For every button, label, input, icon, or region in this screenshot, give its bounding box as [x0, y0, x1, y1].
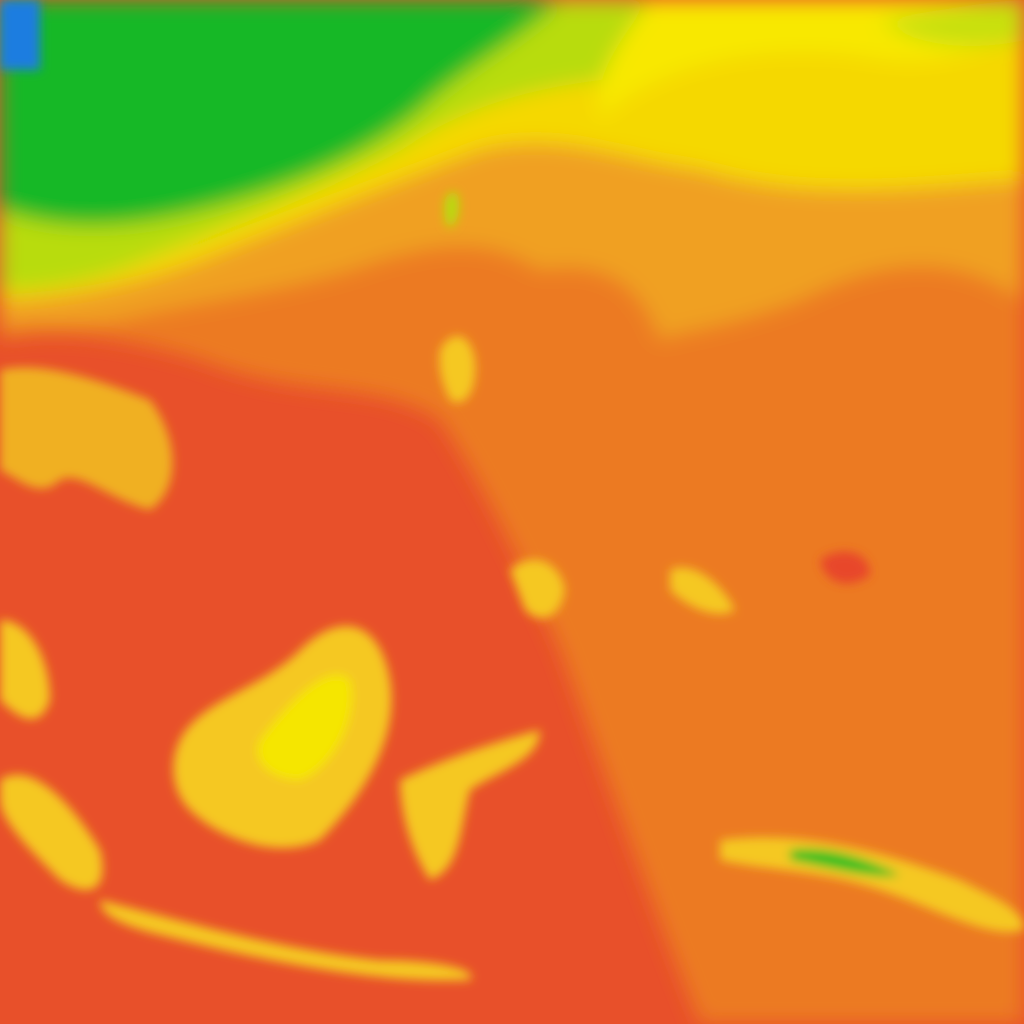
cold-corner	[0, 0, 40, 70]
orange-east	[500, 300, 1024, 728]
hot-spot-east	[820, 551, 870, 584]
borneo-core	[257, 674, 352, 780]
green-north-east	[880, 0, 1024, 46]
java-island	[100, 900, 472, 981]
mindanao	[510, 559, 565, 619]
pacific-island	[670, 567, 735, 614]
malay-peninsula	[0, 620, 50, 719]
green-region	[0, 0, 560, 225]
sulawesi-island	[400, 730, 540, 880]
indochina	[0, 367, 173, 510]
taiwan	[444, 191, 459, 227]
new-guinea-highlands	[790, 849, 900, 877]
philippines-luzon	[439, 336, 476, 403]
sumatra-island	[0, 774, 103, 890]
